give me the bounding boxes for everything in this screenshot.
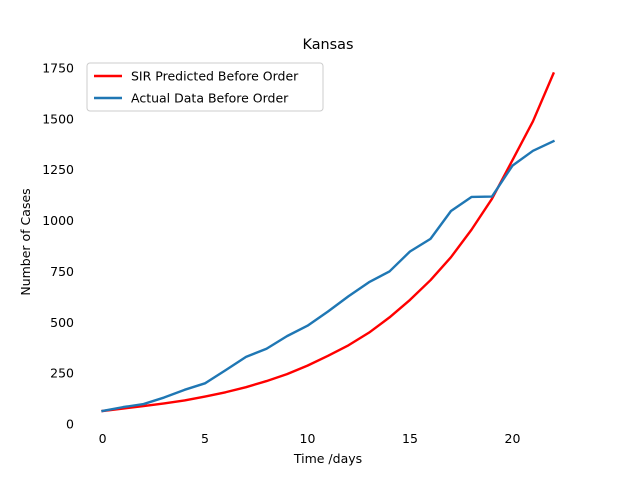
y-tick-label: 0 <box>66 417 74 432</box>
x-tick-label: 20 <box>505 431 521 446</box>
series-line-0 <box>101 71 556 413</box>
legend-label-1: Actual Data Before Order <box>131 91 289 106</box>
legend-label-0: SIR Predicted Before Order <box>131 69 299 84</box>
y-tick-label: 1000 <box>42 213 74 228</box>
y-tick-label: 1250 <box>42 162 74 177</box>
x-tick-label: 5 <box>201 431 209 446</box>
series-line-1 <box>101 139 556 413</box>
chart-title: Kansas <box>303 37 354 53</box>
y-tick-labels: 0 250 500 750 1000 1250 1500 1750 <box>42 61 74 432</box>
x-tick-label: 0 <box>99 431 107 446</box>
y-tick-label: 500 <box>50 315 74 330</box>
y-tick-label: 1750 <box>42 61 74 76</box>
legend-box <box>86 62 324 112</box>
y-tick-label: 750 <box>50 264 74 279</box>
y-axis-label: Number of Cases <box>18 188 33 295</box>
y-tick-label: 250 <box>50 366 74 381</box>
x-tick-labels: 0 5 10 15 20 <box>99 431 521 446</box>
x-tick-label: 10 <box>300 431 316 446</box>
x-axis-label: Time /days <box>293 451 362 466</box>
x-tick-label: 15 <box>402 431 418 446</box>
series-lines <box>101 71 556 413</box>
legend: SIR Predicted Before Order Actual Data Be… <box>86 62 324 112</box>
y-tick-label: 1500 <box>42 111 74 126</box>
